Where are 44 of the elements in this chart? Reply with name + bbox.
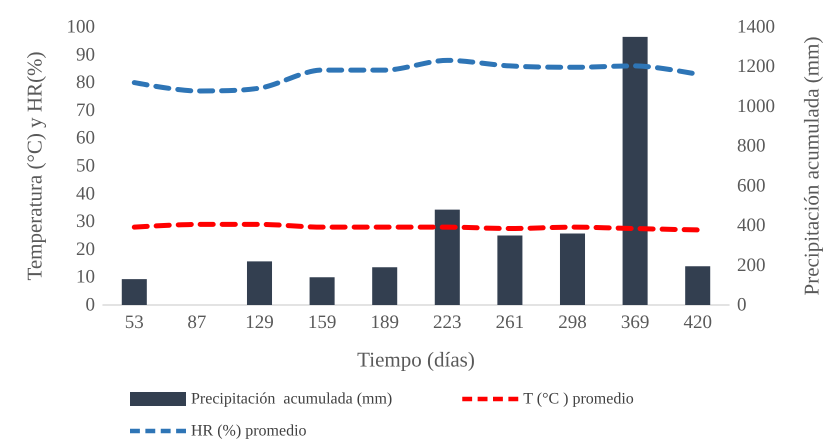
y-tick-label: 90 xyxy=(76,44,95,66)
y-tick-label: 100 xyxy=(66,16,95,38)
y-tick-label: 70 xyxy=(76,100,95,121)
y-tick-label: 30 xyxy=(76,211,95,232)
x-tick-label: 261 xyxy=(496,312,524,333)
x-tick-label: 298 xyxy=(558,312,587,333)
bar xyxy=(560,234,586,305)
legend-label: T (°C ) promedio xyxy=(523,390,634,408)
y-tick-label: 10 xyxy=(76,266,95,288)
x-tick-label: 420 xyxy=(683,312,712,333)
y2-tick-label: 1200 xyxy=(737,56,775,78)
y2-tick-label: 600 xyxy=(737,175,766,196)
legend-label: HR (%) promedio xyxy=(191,422,307,440)
y2-tick-label: 200 xyxy=(737,254,766,276)
y-tick-label: 20 xyxy=(76,238,95,260)
x-axis-title: Tiempo (días) xyxy=(357,348,475,372)
y2-tick-label: 1000 xyxy=(737,96,775,117)
x-tick-label: 87 xyxy=(187,312,206,333)
y-tick-label: 80 xyxy=(76,72,95,94)
bar xyxy=(685,266,710,305)
y-tick-label: 40 xyxy=(76,183,95,204)
bar xyxy=(497,236,522,305)
bar xyxy=(372,267,398,305)
x-tick-label: 223 xyxy=(433,312,462,333)
x-tick-label: 129 xyxy=(245,312,274,333)
bar xyxy=(622,36,648,305)
x-tick-label: 53 xyxy=(124,312,144,333)
x-tick-label: 189 xyxy=(370,312,399,333)
y-tick-label: 0 xyxy=(86,294,95,316)
bar xyxy=(246,261,272,305)
x-tick-label: 159 xyxy=(308,312,336,333)
bar xyxy=(122,279,147,305)
y2-axis-title: Precipitación acumulada (mm) xyxy=(800,36,824,296)
y2-tick-label: 1400 xyxy=(737,16,775,38)
y2-tick-label: 800 xyxy=(737,136,766,157)
y2-tick-label: 0 xyxy=(737,294,746,316)
x-tick-label: 369 xyxy=(620,312,650,333)
bar xyxy=(310,277,335,305)
y2-tick-label: 400 xyxy=(737,215,766,236)
y-tick-label: 60 xyxy=(76,128,95,149)
y-tick-label: 50 xyxy=(76,156,95,176)
legend-label: Precipitación acumulada (mm) xyxy=(191,390,392,408)
bar xyxy=(434,210,460,305)
y-axis-title: Temperatura (°C) y HR(%) xyxy=(22,51,46,281)
